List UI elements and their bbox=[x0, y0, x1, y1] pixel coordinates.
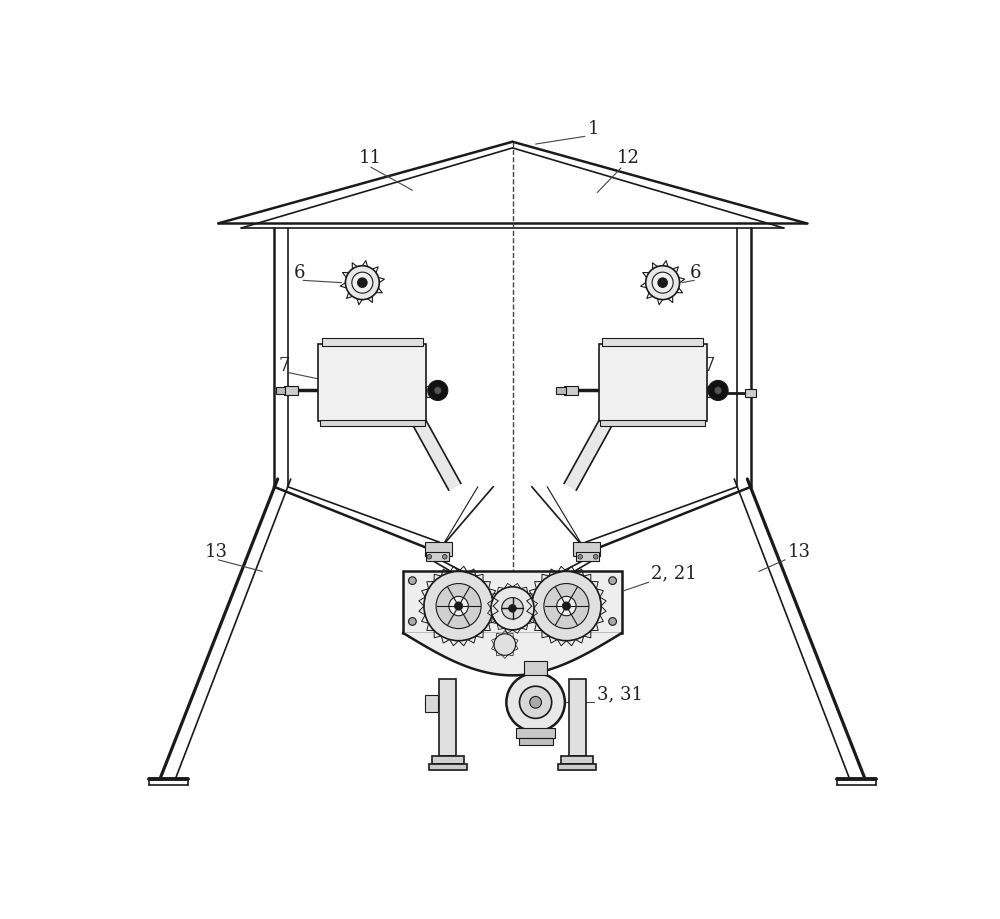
Circle shape bbox=[562, 602, 571, 610]
Polygon shape bbox=[564, 418, 613, 491]
Text: 3, 31: 3, 31 bbox=[597, 685, 643, 703]
Text: 7: 7 bbox=[703, 357, 715, 374]
Text: 2, 21: 2, 21 bbox=[651, 564, 697, 582]
Circle shape bbox=[532, 572, 601, 641]
Circle shape bbox=[578, 555, 583, 560]
Circle shape bbox=[609, 618, 616, 626]
Circle shape bbox=[442, 555, 447, 560]
Circle shape bbox=[708, 381, 728, 401]
Circle shape bbox=[609, 577, 616, 584]
Circle shape bbox=[491, 587, 534, 630]
Bar bbox=[426, 552, 449, 562]
Bar bbox=[429, 764, 467, 770]
Circle shape bbox=[409, 577, 416, 584]
Circle shape bbox=[502, 598, 523, 619]
Circle shape bbox=[652, 273, 673, 294]
Circle shape bbox=[714, 387, 722, 395]
Bar bbox=[425, 542, 452, 556]
Text: 12: 12 bbox=[617, 149, 640, 166]
Text: 11: 11 bbox=[359, 149, 382, 166]
Circle shape bbox=[424, 572, 493, 641]
Bar bbox=[561, 756, 593, 764]
Circle shape bbox=[506, 674, 565, 732]
Bar bbox=[403, 572, 622, 633]
Circle shape bbox=[352, 273, 373, 294]
Circle shape bbox=[427, 555, 432, 560]
Circle shape bbox=[436, 584, 481, 629]
Text: 13: 13 bbox=[205, 542, 228, 561]
Bar bbox=[745, 390, 756, 397]
Text: 7: 7 bbox=[278, 357, 290, 374]
Bar bbox=[600, 420, 705, 426]
Bar bbox=[569, 679, 586, 756]
Bar bbox=[322, 339, 423, 346]
Bar bbox=[558, 764, 596, 770]
Bar bbox=[516, 728, 555, 739]
Bar bbox=[426, 386, 438, 397]
Bar bbox=[524, 662, 547, 675]
Text: 6: 6 bbox=[690, 264, 701, 282]
Circle shape bbox=[428, 381, 448, 401]
Bar bbox=[576, 552, 599, 562]
Circle shape bbox=[557, 596, 576, 616]
Circle shape bbox=[530, 697, 541, 709]
Bar bbox=[707, 386, 718, 397]
Polygon shape bbox=[403, 633, 622, 675]
Circle shape bbox=[658, 278, 667, 288]
Polygon shape bbox=[412, 418, 461, 491]
Bar bbox=[425, 695, 438, 712]
Bar bbox=[564, 386, 578, 396]
Bar bbox=[284, 386, 298, 396]
Circle shape bbox=[434, 387, 442, 395]
Bar bbox=[602, 339, 703, 346]
Circle shape bbox=[520, 686, 552, 719]
Bar bbox=[432, 756, 464, 764]
Text: 13: 13 bbox=[788, 542, 811, 561]
Text: 1: 1 bbox=[588, 119, 599, 137]
Bar bbox=[599, 345, 707, 422]
Circle shape bbox=[646, 267, 680, 301]
Circle shape bbox=[509, 605, 516, 613]
Text: 6: 6 bbox=[294, 264, 305, 282]
Bar bbox=[556, 388, 566, 395]
Bar bbox=[519, 739, 553, 744]
Circle shape bbox=[494, 634, 516, 655]
Bar bbox=[318, 345, 426, 422]
Circle shape bbox=[449, 596, 468, 616]
Circle shape bbox=[409, 618, 416, 626]
Circle shape bbox=[345, 267, 379, 301]
Bar bbox=[276, 388, 285, 395]
Circle shape bbox=[358, 278, 367, 288]
Circle shape bbox=[593, 555, 598, 560]
Bar bbox=[573, 542, 600, 556]
Circle shape bbox=[544, 584, 589, 629]
Circle shape bbox=[454, 602, 463, 610]
Bar bbox=[439, 679, 456, 756]
Bar bbox=[320, 420, 425, 426]
